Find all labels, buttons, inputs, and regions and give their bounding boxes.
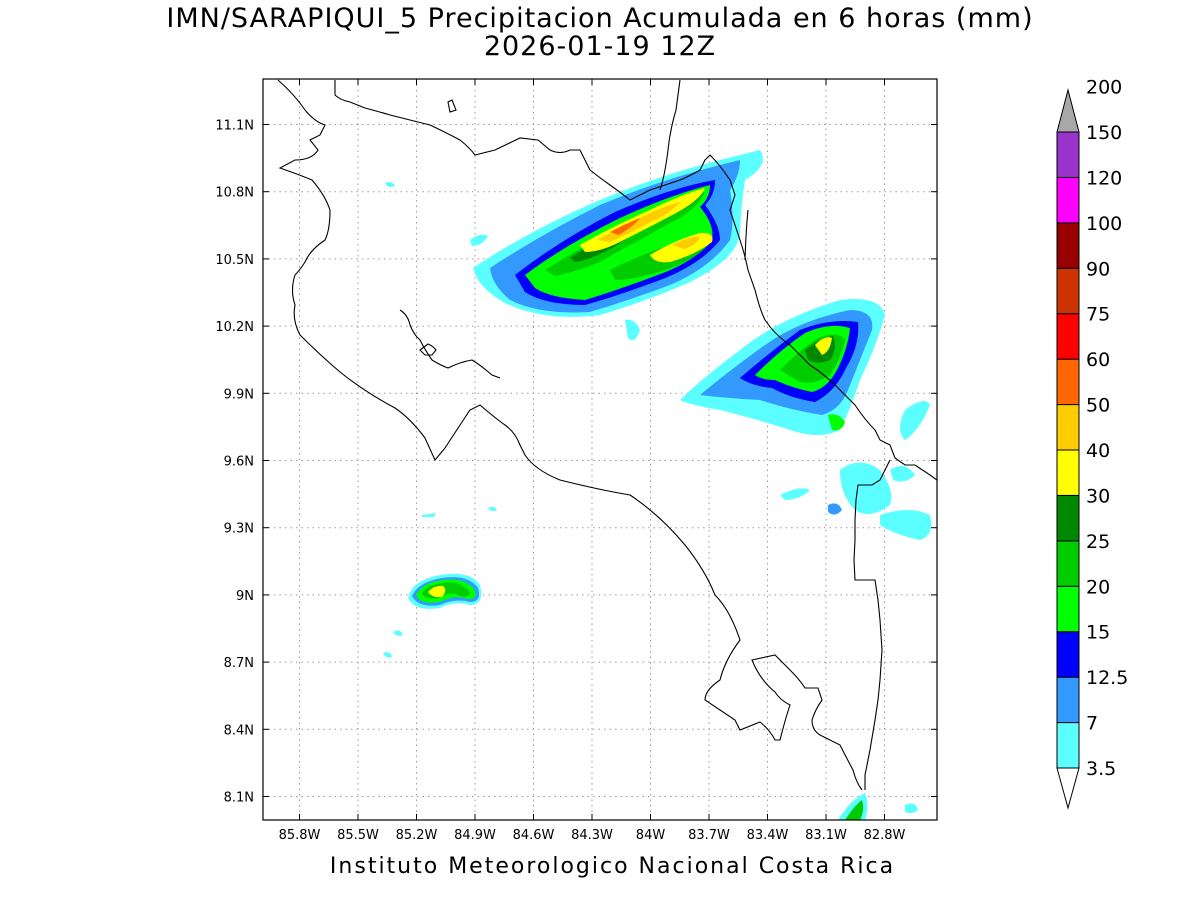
y-tick-label: 8.4N [224, 723, 254, 738]
x-tick-label: 82.8W [864, 828, 906, 843]
rain-band-north [385, 150, 763, 341]
x-tick-label: 84W [636, 828, 666, 843]
colorbar-label: 20 [1086, 576, 1110, 598]
colorbar-label: 90 [1086, 258, 1110, 280]
y-tick-label: 9.3N [224, 522, 254, 537]
precipitation-field [383, 150, 932, 820]
colorbar: 3.5 7 12.5 15 20 25 30 40 50 60 75 90 100 120 150 200 [1056, 77, 1128, 810]
colorbar-label: 12.5 [1086, 667, 1128, 689]
colorbar-label: 75 [1086, 304, 1110, 326]
colorbar-swatch [1056, 494, 1080, 542]
x-tick-label: 84.9W [454, 828, 496, 843]
colorbar-swatch [1056, 222, 1080, 269]
colorbar-label: 40 [1086, 440, 1110, 462]
x-tick-label: 83.4W [747, 828, 789, 843]
x-tick-label: 85.8W [279, 828, 321, 843]
colorbar-label: 60 [1086, 349, 1110, 371]
colorbar-under-triangle [1056, 767, 1080, 810]
x-tick-label: 85.2W [396, 828, 438, 843]
y-tick-label: 10.2N [215, 320, 254, 335]
x-tick-label: 83.7W [688, 828, 730, 843]
x-axis: 85.8W 85.5W 85.2W 84.9W 84.6W 84.3W 84W 83.7W 83… [279, 79, 906, 843]
colorbar-swatch [1056, 540, 1080, 587]
colorbar-swatch [1056, 676, 1080, 724]
colorbar-label: 200 [1086, 77, 1122, 99]
colorbar-label: 120 [1086, 167, 1122, 189]
colorbar-swatch [1056, 267, 1080, 315]
x-tick-label: 84.3W [571, 828, 613, 843]
map-title: IMN/SARAPIQUI_5 Precipitacion Acumulada … [166, 3, 1034, 34]
x-tick-label: 83.1W [805, 828, 847, 843]
colorbar-label: 3.5 [1086, 758, 1116, 780]
rain-cell-southeast [838, 793, 918, 820]
rain-band-east [680, 299, 932, 540]
colorbar-over-triangle [1056, 88, 1080, 133]
colorbar-swatch [1056, 358, 1080, 406]
colorbar-swatch [1056, 313, 1080, 360]
colorbar-swatch [1056, 404, 1080, 451]
y-tick-label: 9.9N [224, 387, 254, 402]
colorbar-swatch [1056, 449, 1080, 496]
colorbar-label: 30 [1086, 485, 1110, 507]
colorbar-swatch [1056, 631, 1080, 678]
y-tick-label: 8.1N [224, 791, 254, 806]
coastline [277, 79, 937, 791]
colorbar-swatch [1056, 585, 1080, 633]
y-axis: 11.1N 10.8N 10.5N 10.2N 9.9N 9.6N 9.3N 9N 8.7N 8.… [215, 119, 937, 806]
footer-credit: Instituto Meteorologico Nacional Costa R… [329, 854, 896, 879]
rain-cell-southwest [383, 506, 497, 658]
x-tick-label: 85.5W [337, 828, 379, 843]
y-tick-label: 10.8N [215, 186, 254, 201]
x-tick-label: 84.6W [513, 828, 555, 843]
map-grid [263, 79, 937, 820]
y-tick-label: 9.6N [224, 455, 254, 470]
y-tick-label: 8.7N [224, 656, 254, 671]
y-tick-label: 9N [236, 589, 254, 604]
map-subtitle: 2026-01-19 12Z [483, 31, 717, 62]
colorbar-label: 150 [1086, 122, 1122, 144]
colorbar-label: 15 [1086, 622, 1110, 644]
colorbar-label: 7 [1086, 713, 1098, 735]
plot-frame [262, 78, 938, 821]
y-tick-label: 10.5N [215, 253, 254, 268]
colorbar-label: 50 [1086, 395, 1110, 417]
colorbar-label: 100 [1086, 213, 1122, 235]
colorbar-swatch [1056, 176, 1080, 224]
colorbar-swatch [1056, 722, 1080, 769]
colorbar-label: 25 [1086, 531, 1110, 553]
y-tick-label: 11.1N [215, 119, 254, 134]
colorbar-swatch [1056, 131, 1080, 178]
